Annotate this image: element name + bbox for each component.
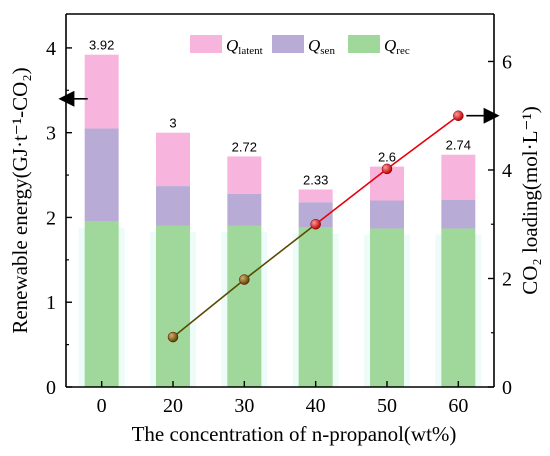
- loading-point: [453, 110, 464, 121]
- total-label: 2.6: [378, 150, 396, 165]
- bar-q-sen: [84, 128, 119, 222]
- x-tick-label: 60: [448, 395, 468, 417]
- x-tick-label: 40: [306, 395, 326, 417]
- bar-q-rec: [370, 228, 404, 387]
- bar-q-rec: [227, 225, 262, 387]
- bar-q-rec: [156, 225, 190, 387]
- left-tick-label: 4: [46, 38, 56, 60]
- loading-point: [381, 163, 393, 175]
- x-tick-label: 30: [234, 395, 254, 417]
- legend-swatch-q-rec: [348, 35, 380, 53]
- bar-q-latent: [298, 189, 333, 203]
- left-tick-label: 3: [46, 123, 56, 145]
- total-label: 2.74: [446, 138, 471, 153]
- x-tick-label: 50: [377, 395, 397, 417]
- bar-q-sen: [441, 199, 476, 229]
- legend-subscript: rec: [396, 45, 410, 57]
- bar-q-sen: [227, 193, 262, 226]
- legend-swatch-q-sen: [272, 35, 304, 53]
- loading-line-segment: [386, 115, 459, 170]
- loading-line-segment: [243, 223, 317, 281]
- x-axis-title: The concentration of n-propanol(wt%): [132, 422, 457, 446]
- right-axis-title: CO₂ loading(mol·L⁻¹): [518, 106, 542, 295]
- left-axis-title: Renewable energy(GJ·t⁻¹-CO₂): [8, 67, 32, 333]
- bar-q-rec: [441, 228, 476, 387]
- loading-line-layer: [167, 110, 464, 343]
- bar-q-latent: [441, 154, 476, 200]
- right-tick-label: 2: [502, 268, 512, 290]
- x-tick-label: 0: [97, 395, 107, 417]
- bar-q-sen: [156, 186, 190, 226]
- bars-layer: [78, 54, 482, 387]
- total-label: 2.33: [303, 172, 328, 187]
- bar-q-rec: [84, 221, 119, 387]
- loading-line-segment: [172, 278, 245, 338]
- bar-q-sen: [370, 200, 404, 229]
- x-tick-label: 20: [163, 395, 183, 417]
- legend-label-q-sen: Qsen: [308, 36, 335, 57]
- right-tick-label: 4: [502, 160, 512, 182]
- axes-layer: [58, 13, 500, 388]
- legend-label-q-latent: Qlatent: [226, 36, 263, 57]
- left-tick-label: 0: [46, 377, 56, 399]
- loading-point: [310, 218, 321, 230]
- legend-subscript: latent: [238, 45, 262, 57]
- left-tick-label: 2: [46, 207, 56, 229]
- left-tick-label: 1: [46, 292, 56, 314]
- loading-point: [167, 331, 179, 343]
- bar-q-latent: [227, 156, 262, 194]
- total-label: 3.92: [89, 38, 114, 53]
- legend: Qlatent Qsen Qrec: [190, 35, 410, 57]
- right-tick-label: 0: [502, 377, 512, 399]
- total-label: 2.72: [232, 139, 257, 154]
- loading-line-segment: [315, 168, 388, 225]
- legend-swatch-q-latent: [190, 35, 222, 53]
- loading-point: [239, 274, 250, 285]
- legend-subscript: sen: [320, 45, 335, 57]
- total-label: 3: [169, 116, 176, 131]
- bar-q-latent: [84, 54, 119, 129]
- legend-label-q-rec: Qrec: [384, 36, 410, 57]
- bar-q-rec: [298, 227, 333, 387]
- bar-q-latent: [156, 132, 190, 187]
- right-tick-label: 6: [502, 51, 512, 73]
